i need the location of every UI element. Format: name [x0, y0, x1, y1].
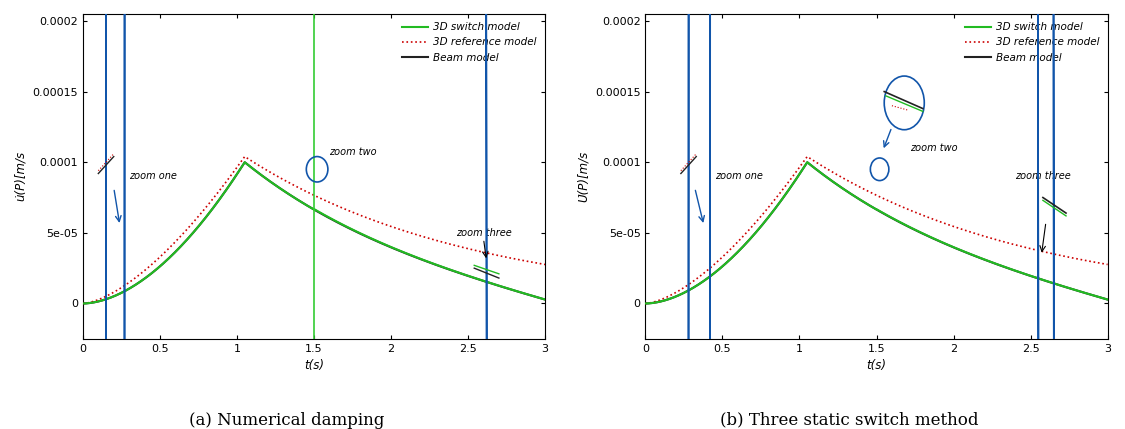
- X-axis label: t(s): t(s): [866, 359, 886, 372]
- 3D switch model: [836, 186, 849, 191]
- 3D reference model: [801, 154, 814, 159]
- Beam model: [156, 261, 170, 266]
- 3D reference model: [530, 260, 543, 266]
- Text: zoom two: zoom two: [330, 147, 377, 157]
- Text: (b) Three static switch method: (b) Three static switch method: [720, 412, 979, 429]
- Beam model: [692, 282, 705, 287]
- Beam model: [1101, 297, 1115, 302]
- X-axis label: t(s): t(s): [304, 359, 324, 372]
- 3D reference model: [539, 262, 552, 267]
- Text: zoom three: zoom three: [456, 228, 512, 238]
- Legend: 3D switch model, 3D reference model, Beam model: 3D switch model, 3D reference model, Bea…: [962, 19, 1102, 66]
- Text: zoom three: zoom three: [1015, 171, 1071, 181]
- Line: Beam model: Beam model: [646, 162, 1108, 303]
- Line: Beam model: Beam model: [83, 162, 546, 303]
- Beam model: [816, 172, 829, 177]
- 3D reference model: [238, 154, 252, 159]
- 3D reference model: [273, 175, 287, 181]
- Legend: 3D switch model, 3D reference model, Beam model: 3D switch model, 3D reference model, Bea…: [399, 19, 540, 66]
- 3D reference model: [816, 164, 829, 169]
- 3D reference model: [719, 251, 732, 257]
- 3D reference model: [129, 275, 143, 280]
- Y-axis label: U̇(P)[m/s: U̇(P)[m/s: [576, 151, 590, 202]
- Line: 3D reference model: 3D reference model: [83, 157, 546, 303]
- Line: 3D switch model: 3D switch model: [83, 162, 546, 303]
- Text: (a) Numerical damping: (a) Numerical damping: [189, 412, 385, 429]
- 3D switch model: [530, 294, 543, 299]
- 3D reference model: [1042, 251, 1055, 256]
- Text: zoom one: zoom one: [714, 171, 763, 181]
- 3D switch model: [801, 160, 814, 165]
- 3D switch model: [479, 279, 493, 284]
- 3D reference model: [76, 301, 90, 306]
- 3D switch model: [1092, 294, 1106, 299]
- Beam model: [719, 261, 732, 266]
- Beam model: [539, 297, 552, 302]
- Beam model: [273, 186, 287, 191]
- 3D switch model: [238, 160, 252, 165]
- Line: 3D reference model: 3D reference model: [646, 157, 1108, 303]
- 3D reference model: [479, 251, 493, 256]
- Beam model: [129, 282, 143, 287]
- Text: zoom two: zoom two: [910, 143, 958, 153]
- Line: 3D switch model: 3D switch model: [646, 162, 1108, 303]
- 3D reference model: [639, 301, 652, 306]
- Beam model: [76, 301, 90, 306]
- 3D reference model: [692, 275, 705, 280]
- 3D switch model: [156, 261, 170, 266]
- Beam model: [238, 160, 252, 165]
- 3D reference model: [253, 164, 267, 169]
- 3D reference model: [836, 175, 849, 181]
- 3D switch model: [273, 186, 287, 191]
- 3D switch model: [692, 282, 705, 287]
- Beam model: [253, 172, 267, 177]
- Y-axis label: u̇(P)[m/s: u̇(P)[m/s: [14, 151, 27, 201]
- 3D switch model: [1042, 279, 1055, 284]
- 3D switch model: [76, 301, 90, 306]
- Beam model: [530, 294, 543, 299]
- Beam model: [836, 186, 849, 191]
- 3D switch model: [253, 172, 267, 177]
- 3D switch model: [816, 172, 829, 177]
- 3D switch model: [129, 282, 143, 287]
- 3D reference model: [156, 251, 170, 257]
- 3D switch model: [1101, 297, 1115, 302]
- 3D switch model: [719, 261, 732, 266]
- Beam model: [639, 301, 652, 306]
- 3D reference model: [1092, 260, 1106, 266]
- 3D switch model: [539, 297, 552, 302]
- Beam model: [801, 160, 814, 165]
- Beam model: [479, 279, 493, 284]
- Beam model: [1042, 279, 1055, 284]
- 3D reference model: [1101, 262, 1115, 267]
- 3D switch model: [639, 301, 652, 306]
- Beam model: [1092, 294, 1106, 299]
- Text: zoom one: zoom one: [129, 171, 177, 181]
